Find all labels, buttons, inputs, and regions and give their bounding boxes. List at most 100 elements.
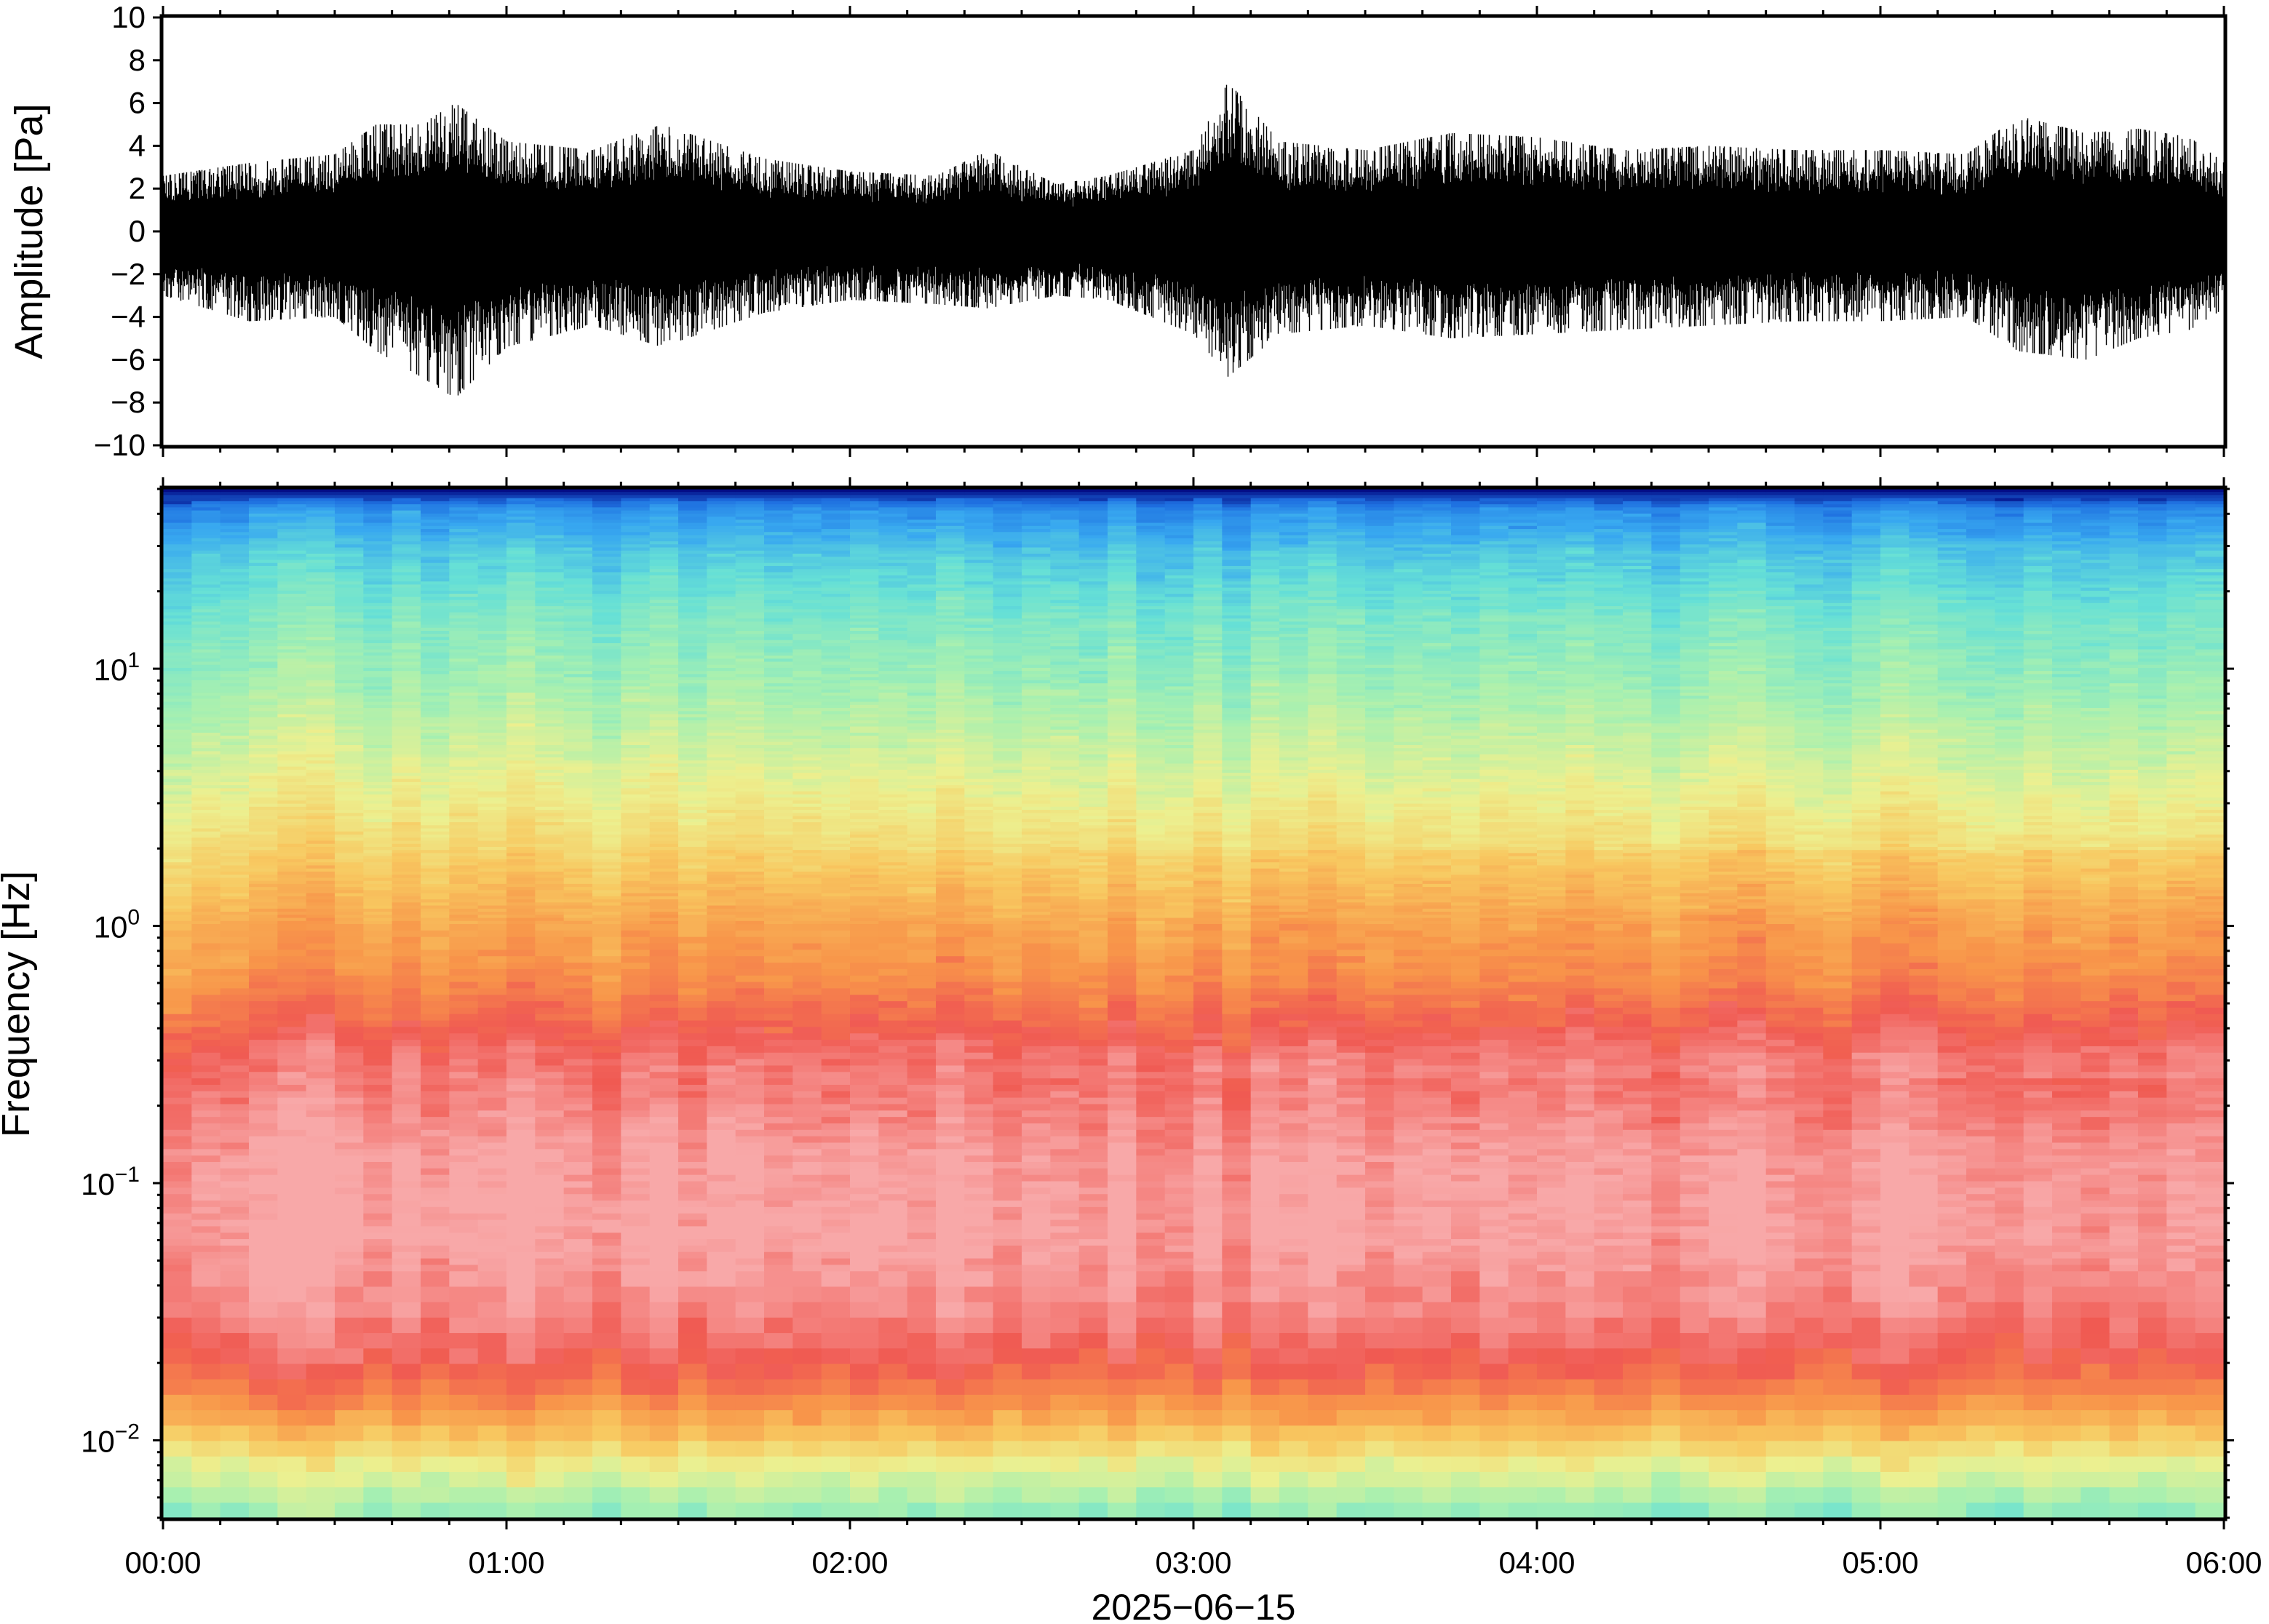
- spectrogram-cell: [1193, 1317, 1223, 1334]
- spectrogram-cell: [993, 1161, 1022, 1169]
- spectrogram-cell: [506, 1245, 536, 1252]
- spectrogram-cell: [1851, 1161, 1881, 1169]
- spectrogram-cell: [850, 1219, 879, 1227]
- spectrogram-cell: [563, 1071, 593, 1079]
- spectrogram-cell: [1136, 955, 1166, 963]
- spectrogram-cell: [220, 1251, 250, 1259]
- spectrogram-cell: [163, 1193, 192, 1201]
- spectrogram-cell: [1022, 975, 1051, 982]
- spectrogram-cell: [1651, 1317, 1681, 1334]
- spectrogram-cell: [707, 1155, 736, 1163]
- spectrogram-cell: [1336, 1059, 1366, 1066]
- spectrogram-cell: [220, 1019, 250, 1027]
- spectrogram-cell: [2023, 1225, 2053, 1233]
- spectrogram-cell: [936, 1071, 965, 1079]
- spectrogram-cell: [1623, 1007, 1652, 1014]
- spectrogram-cell: [363, 1168, 393, 1175]
- spectrogram-cell: [707, 1180, 736, 1188]
- spectrogram-cell: [907, 1302, 937, 1318]
- spectrogram-cell: [2166, 1168, 2196, 1175]
- spectrogram-cell: [678, 1110, 707, 1118]
- spectrogram-cell: [2166, 1225, 2196, 1233]
- spectrogram-cell: [993, 1026, 1022, 1034]
- spectrogram-cell: [1136, 1039, 1166, 1046]
- spectrogram-cell: [993, 987, 1022, 995]
- spectrogram-cell: [421, 1251, 450, 1259]
- spectrogram-cell: [1623, 1317, 1652, 1334]
- spectrogram-cell: [2195, 1174, 2224, 1182]
- spectrogram-cell: [2081, 1174, 2110, 1182]
- spectrogram-cell: [506, 1180, 536, 1188]
- spectrogram-cell: [1050, 1219, 1080, 1227]
- spectrogram-cell: [1937, 1019, 1967, 1027]
- spectrogram-cell: [2052, 1026, 2081, 1034]
- spectrogram-cell: [1108, 1270, 1137, 1287]
- spectrogram-cell: [735, 1348, 765, 1364]
- spectrogram-cell: [1193, 1019, 1223, 1027]
- spectrogram-cell: [1765, 1219, 1795, 1227]
- spectrogram-cell: [1022, 1180, 1051, 1188]
- spectrogram-cell: [878, 1136, 908, 1143]
- spectrogram-cell: [1966, 994, 1995, 1002]
- spectrogram-cell: [678, 1251, 707, 1259]
- spectrogram-cell: [1078, 1456, 1108, 1472]
- spectrogram-cell: [621, 1161, 651, 1169]
- spectrogram-cell: [993, 1110, 1022, 1118]
- spectrogram-cell: [1050, 1064, 1080, 1072]
- spectrogram-cell: [1250, 1213, 1280, 1220]
- spectrogram-cell: [1737, 962, 1767, 969]
- spectrogram-cell: [1108, 1348, 1137, 1364]
- spectrogram-cell: [506, 1110, 536, 1118]
- spectrogram-cell: [2081, 1136, 2110, 1143]
- spectrogram-cell: [477, 1363, 507, 1380]
- spectrogram-cell: [163, 1026, 192, 1034]
- spectrogram-cell: [563, 1059, 593, 1066]
- spectrogram-cell: [1795, 1348, 1824, 1364]
- spectrogram-cell: [2023, 1123, 2053, 1130]
- spectrogram-cell: [421, 1071, 450, 1079]
- spectrogram-cell: [678, 1257, 707, 1265]
- spectrogram-cell: [1136, 1103, 1166, 1111]
- spectrogram-cell: [1823, 962, 1853, 969]
- spectrogram-cell: [2023, 1251, 2053, 1259]
- spectrogram-cell: [1594, 1014, 1624, 1021]
- spectrogram-cell: [1279, 981, 1308, 989]
- spectrogram-cell: [220, 1168, 250, 1175]
- spectrogram-cell: [1823, 975, 1853, 982]
- spectrogram-cell: [535, 1245, 565, 1252]
- spectrogram-cell: [1823, 1348, 1853, 1364]
- spectrogram-cell: [621, 1213, 651, 1220]
- spectrogram-cell: [1022, 1232, 1051, 1240]
- spectrogram-cell: [764, 1078, 793, 1085]
- spectrogram-cell: [2166, 1245, 2196, 1252]
- spectrogram-cell: [621, 1142, 651, 1150]
- spectrogram-cell: [592, 1245, 621, 1252]
- spectrogram-cell: [277, 936, 307, 944]
- spectrogram-cell: [1880, 1000, 1910, 1008]
- spectrogram-cell: [936, 1245, 965, 1252]
- spectrogram-cell: [2138, 1026, 2167, 1034]
- spectrogram-cell: [1765, 1123, 1795, 1130]
- spectrogram-cell: [1108, 1363, 1137, 1380]
- spectrogram-cell: [1909, 1394, 1939, 1411]
- spectrogram-cell: [1365, 1409, 1394, 1426]
- spectrogram-cell: [2023, 1193, 2053, 1201]
- spectrogram-cell: [1823, 1379, 1853, 1395]
- spectrogram-cell: [1680, 1026, 1709, 1034]
- spectrogram-cell: [535, 1168, 565, 1175]
- spectrogram-cell: [1995, 994, 2024, 1002]
- spectrogram-cell: [1022, 936, 1051, 944]
- spectrogram-cell: [563, 1317, 593, 1334]
- spectrogram-cell: [1479, 1187, 1509, 1195]
- spectrogram-cell: [191, 1084, 221, 1091]
- spectrogram-cell: [2081, 1456, 2110, 1472]
- spectrogram-cell: [1250, 1161, 1280, 1169]
- spectrogram-cell: [2052, 1394, 2081, 1411]
- spectrogram-cell: [1937, 1071, 1967, 1079]
- spectrogram-cell: [1022, 1046, 1051, 1053]
- spectrogram-cell: [878, 1148, 908, 1156]
- spectrogram-cell: [1222, 1084, 1252, 1091]
- spectrogram-cell: [1136, 1014, 1166, 1021]
- spectrogram-cell: [535, 1363, 565, 1380]
- spectrogram-cell: [1651, 1193, 1681, 1201]
